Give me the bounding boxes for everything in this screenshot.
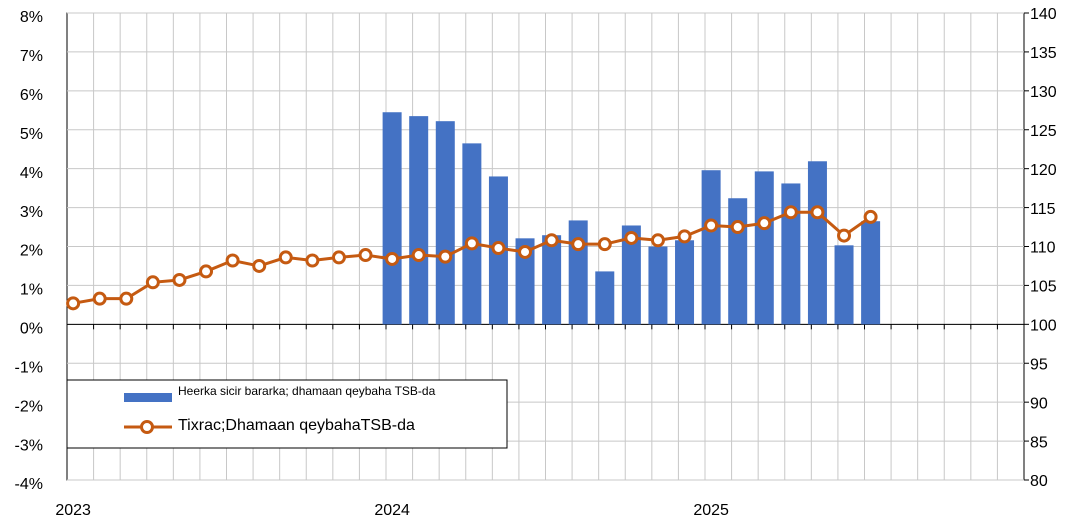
line-point [810, 205, 825, 220]
bar [754, 171, 774, 325]
y-tick-label: 6% [20, 87, 43, 104]
y2-tick-label: 120 [1030, 162, 1057, 179]
bar [542, 235, 562, 325]
y2-tick-label: 80 [1030, 473, 1048, 490]
line-point [571, 237, 586, 252]
line-point [92, 291, 107, 306]
line-point [119, 291, 134, 306]
y-tick-label: 2% [20, 243, 43, 260]
bar [834, 245, 854, 325]
line-point [677, 229, 692, 244]
y-tick-label: 1% [20, 282, 43, 299]
bar [861, 221, 881, 325]
line-point [172, 272, 187, 287]
bar [568, 220, 588, 325]
bar [621, 225, 641, 325]
line-point [411, 248, 426, 263]
legend-marker [140, 420, 154, 434]
bar [807, 161, 827, 325]
y2-tick-label: 140 [1030, 6, 1057, 23]
line-point [730, 220, 745, 235]
legend-label: Heerka sicir bararka; dhamaan qeybaha TS… [178, 384, 436, 398]
line-point [278, 250, 293, 265]
line-point [597, 237, 612, 252]
y2-tick-label: 95 [1030, 356, 1048, 373]
x-tick-label: 2023 [55, 502, 91, 519]
line-point [358, 248, 373, 263]
y2-tick-label: 125 [1030, 123, 1057, 140]
line-point [438, 249, 453, 264]
bar [648, 246, 668, 325]
y2-tick-label: 110 [1030, 240, 1056, 257]
x-tick-label: 2024 [374, 502, 410, 519]
bar [781, 183, 801, 325]
y-tick-label: 0% [20, 321, 43, 338]
line-point [863, 209, 878, 224]
line-point [491, 241, 506, 256]
line-point [385, 251, 400, 266]
line-point [837, 228, 852, 243]
line-point [199, 264, 214, 279]
x-tick-label: 2025 [693, 502, 729, 519]
y-tick-label: -4% [15, 476, 43, 493]
line-point [624, 230, 639, 245]
line-point [145, 275, 160, 290]
y-tick-label: 5% [20, 126, 43, 143]
y-tick-label: 8% [20, 9, 43, 26]
bar [382, 112, 402, 325]
line-point [66, 296, 81, 311]
line-point [331, 250, 346, 265]
bar [462, 143, 482, 325]
bar [728, 198, 748, 325]
legend-box [66, 379, 508, 449]
bar [515, 238, 535, 325]
y2-tick-label: 85 [1030, 434, 1048, 451]
line-point [757, 216, 772, 231]
bar [675, 240, 695, 325]
line-point [518, 244, 533, 259]
line-point [252, 258, 267, 273]
y2-tick-label: 100 [1030, 318, 1057, 335]
legend-swatch [124, 393, 172, 402]
line-point [704, 218, 719, 233]
y-tick-label: -3% [15, 437, 43, 454]
y2-tick-label: 130 [1030, 84, 1057, 101]
y2-tick-label: 105 [1030, 279, 1057, 296]
bar [435, 121, 455, 325]
bar [595, 271, 615, 325]
y-tick-label: 4% [20, 165, 43, 182]
y2-tick-label: 135 [1030, 45, 1057, 62]
y-tick-label: -1% [15, 359, 43, 376]
y-tick-label: 3% [20, 204, 43, 221]
y2-tick-label: 115 [1030, 201, 1056, 218]
y2-tick-label: 90 [1030, 395, 1048, 412]
bar [701, 170, 721, 325]
line-point [305, 253, 320, 268]
line-point [544, 233, 559, 248]
legend-label: Tixrac;Dhamaan qeybahaTSB-da [178, 417, 415, 434]
bar [409, 116, 429, 325]
y-tick-label: 7% [20, 48, 43, 65]
line-point [650, 233, 665, 248]
line-point [783, 205, 798, 220]
line-point [464, 236, 479, 251]
y-tick-label: -2% [15, 398, 43, 415]
line-point [225, 253, 240, 268]
